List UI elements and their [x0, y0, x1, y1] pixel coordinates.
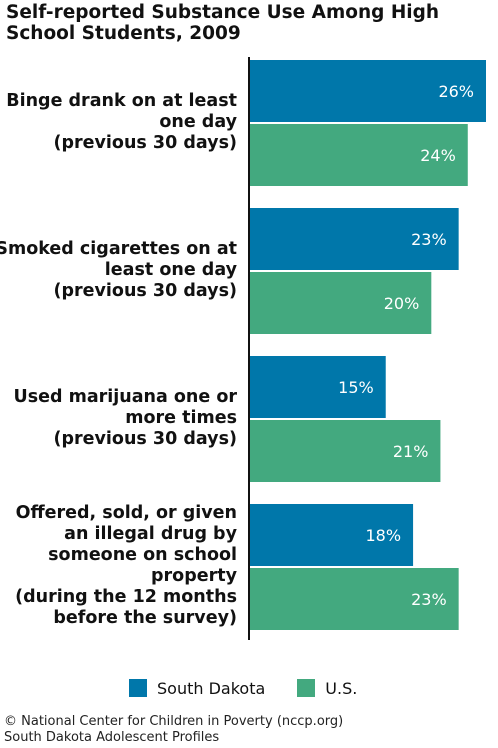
legend-swatch-us	[297, 679, 316, 697]
category-label-0: Binge drank on at least one day (previous …	[6, 91, 237, 154]
bar-south-dakota-1	[249, 208, 459, 270]
data-label-u-s-1: 20%	[384, 294, 420, 313]
category-label-line: someone on school	[48, 545, 237, 565]
data-label-u-s-0: 24%	[420, 146, 456, 165]
data-label-u-s-2: 21%	[393, 442, 429, 461]
data-label-south-dakota-3: 18%	[366, 526, 402, 545]
chart-title: Self-reported Substance Use Among High S…	[6, 2, 440, 44]
data-label-u-s-3: 23%	[411, 590, 447, 609]
copyright-text: © National Center for Children in Povert…	[4, 714, 344, 729]
data-label-south-dakota-1: 23%	[411, 230, 447, 249]
bar-u-s-3	[249, 568, 459, 630]
category-label-3: Offered, sold, or given an illegal drug b…	[15, 503, 237, 629]
legend: South Dakota U.S.	[129, 678, 389, 698]
data-label-south-dakota-0: 26%	[438, 82, 474, 101]
category-label-line: (previous 30 days)	[53, 428, 238, 449]
category-label-line: property	[151, 566, 237, 586]
category-label-line: Offered, sold, or given	[15, 503, 237, 523]
category-label-line: Smoked cigarettes on at	[0, 238, 237, 259]
category-label-line: Binge drank on at least	[6, 90, 237, 111]
legend-label-us: U.S.	[325, 678, 358, 698]
legend-item-us: U.S.	[297, 679, 357, 698]
bar-south-dakota-0	[249, 60, 486, 122]
category-label-line: before the survey)	[53, 608, 237, 628]
source-footer: © National Center for Children in Povert…	[4, 714, 343, 746]
category-label-line: (previous 30 days)	[53, 132, 238, 153]
data-label-south-dakota-2: 15%	[338, 378, 374, 397]
bar-u-s-1	[249, 272, 432, 334]
profile-name-text: South Dakota Adolescent Profiles	[4, 730, 220, 745]
legend-swatch-south-dakota	[129, 679, 147, 697]
bar-south-dakota-2	[249, 356, 386, 418]
category-label-line: (during the 12 months	[15, 587, 237, 607]
legend-label-south-dakota: South Dakota	[157, 678, 266, 698]
category-label-line: least one day	[104, 259, 237, 280]
category-label-line: one day	[159, 111, 237, 132]
category-label-2: Used marijuana one or more times (previous…	[13, 387, 237, 450]
category-label-line: an illegal drug by	[64, 524, 237, 544]
category-label-1: Smoked cigarettes on at least one day (pre…	[0, 239, 237, 302]
bar-u-s-0	[249, 124, 468, 186]
category-label-line: (previous 30 days)	[53, 280, 238, 301]
bar-u-s-2	[249, 420, 441, 482]
category-label-line: more times	[125, 407, 237, 428]
category-label-line: Used marijuana one or	[13, 386, 237, 407]
bar-south-dakota-3	[249, 504, 414, 566]
legend-item-south-dakota: South Dakota	[129, 679, 265, 698]
